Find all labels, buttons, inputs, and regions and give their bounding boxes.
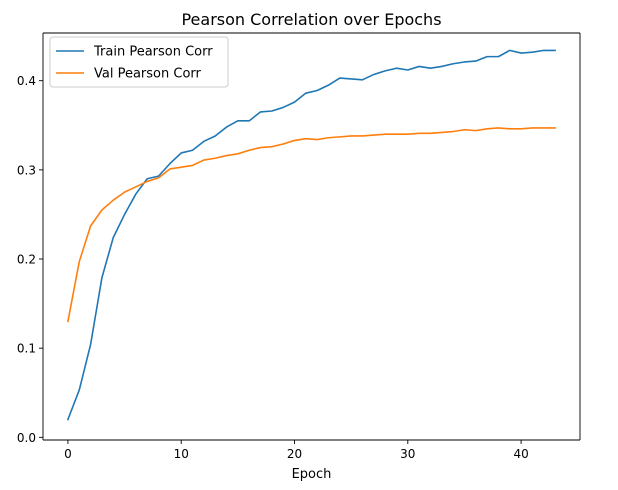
- plot-area: [43, 33, 580, 440]
- y-tick-label: 0.3: [17, 163, 36, 177]
- x-tick-label: 20: [287, 447, 302, 461]
- series-layer: [66, 49, 556, 421]
- x-axis-ticks: 0 10 20 30 40: [64, 440, 529, 461]
- x-tick-label: 30: [400, 447, 415, 461]
- series-line-0: [66, 49, 556, 421]
- x-tick-label: 0: [64, 447, 72, 461]
- legend: Train Pearson Corr Val Pearson Corr: [49, 36, 229, 88]
- legend-label-1: Val Pearson Corr: [94, 67, 202, 82]
- y-tick-label: 0.4: [17, 74, 36, 88]
- legend-entries: Train Pearson Corr Val Pearson Corr: [56, 45, 213, 82]
- chart-title: Pearson Correlation over Epochs: [181, 10, 441, 29]
- y-tick-label: 0.1: [17, 342, 36, 356]
- x-tick-label: 40: [513, 447, 528, 461]
- y-axis-ticks: 0.0 0.1 0.2 0.3 0.4: [17, 74, 43, 445]
- legend-label-0: Train Pearson Corr: [93, 45, 213, 60]
- x-tick-label: 10: [174, 447, 189, 461]
- y-tick-label: 0.0: [17, 431, 36, 445]
- legend-box: [49, 36, 229, 88]
- y-tick-label: 0.2: [17, 253, 36, 267]
- series-line-1: [66, 127, 556, 323]
- axes-frame: [42, 32, 581, 441]
- x-axis-label: Epoch: [292, 467, 332, 482]
